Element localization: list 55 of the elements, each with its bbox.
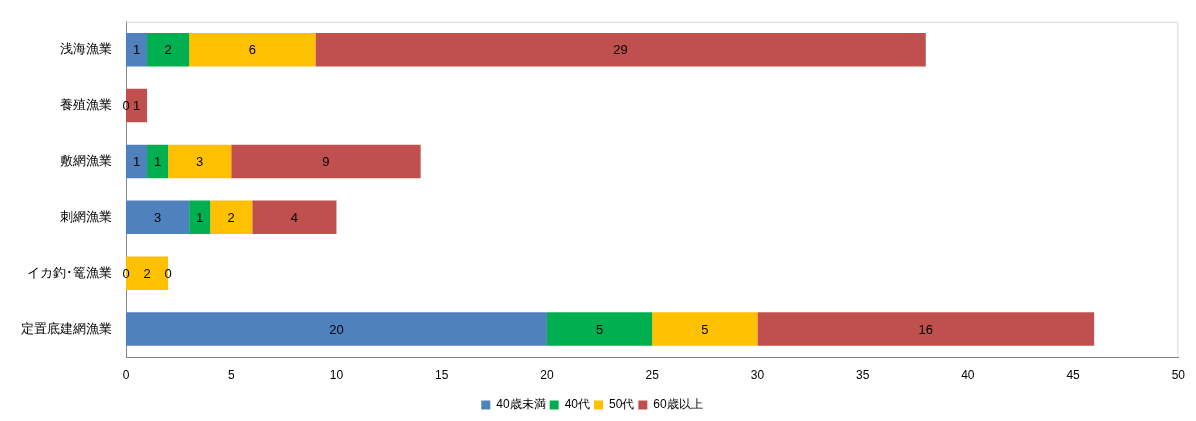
x-tick-label: 25 <box>645 367 660 382</box>
data-label: 16 <box>918 321 933 337</box>
data-label: 1 <box>196 209 204 225</box>
legend-label: 60歳以上 <box>653 397 703 412</box>
x-tick-label: 45 <box>1066 367 1081 382</box>
x-tick-label: 15 <box>435 367 449 382</box>
data-label: 5 <box>595 321 604 337</box>
data-label: 1 <box>132 42 141 58</box>
data-label: 1 <box>153 154 162 170</box>
data-label: 2 <box>143 265 151 281</box>
x-tick-label: 40 <box>961 367 975 382</box>
bar <box>126 312 547 346</box>
data-label: 20 <box>329 321 344 337</box>
data-label: 3 <box>196 154 204 170</box>
y-tick-label: 養殖漁業 <box>60 97 112 113</box>
data-label: 6 <box>248 42 256 58</box>
bar <box>315 32 926 67</box>
y-tick-label: 刺網漁業 <box>60 208 112 224</box>
x-tick-label: 0 <box>122 367 130 382</box>
bar <box>147 144 169 179</box>
y-tick-label: 定置底建網漁業 <box>21 320 112 336</box>
y-tick-label: 浅海漁業 <box>60 41 112 57</box>
bar <box>126 200 190 235</box>
bar <box>168 144 232 179</box>
bar <box>231 144 421 179</box>
bar <box>147 32 190 67</box>
bar <box>652 312 758 346</box>
bar <box>126 32 148 67</box>
y-tick-label: イカ釣･篭漁業 <box>27 264 112 280</box>
x-tick-label: 10 <box>329 367 344 382</box>
bar <box>210 200 253 235</box>
data-label: 3 <box>153 209 162 225</box>
y-tick-label: 敷網漁業 <box>60 153 112 169</box>
bar <box>126 144 148 179</box>
data-label: 29 <box>613 42 628 58</box>
bar <box>189 200 211 235</box>
data-label: 4 <box>290 209 298 225</box>
x-tick-label: 50 <box>1171 367 1186 382</box>
legend-label: 40歳未満 <box>496 397 546 412</box>
data-label: 2 <box>164 42 172 58</box>
x-tick-label: 20 <box>540 367 554 382</box>
data-label: 1 <box>132 154 141 170</box>
data-label: 2 <box>227 209 235 225</box>
x-tick-label: 5 <box>227 367 235 382</box>
bar <box>546 312 653 346</box>
data-label: 9 <box>322 154 330 170</box>
legend-label: 40代 <box>564 397 591 412</box>
bar <box>252 200 337 235</box>
legend-label: 50代 <box>609 397 635 412</box>
bar <box>757 312 1095 346</box>
data-label: 5 <box>701 321 709 337</box>
x-tick-label: 35 <box>855 367 870 382</box>
x-tick-label: 30 <box>750 367 765 382</box>
bar <box>189 32 316 67</box>
data-label: 1 <box>132 98 141 114</box>
